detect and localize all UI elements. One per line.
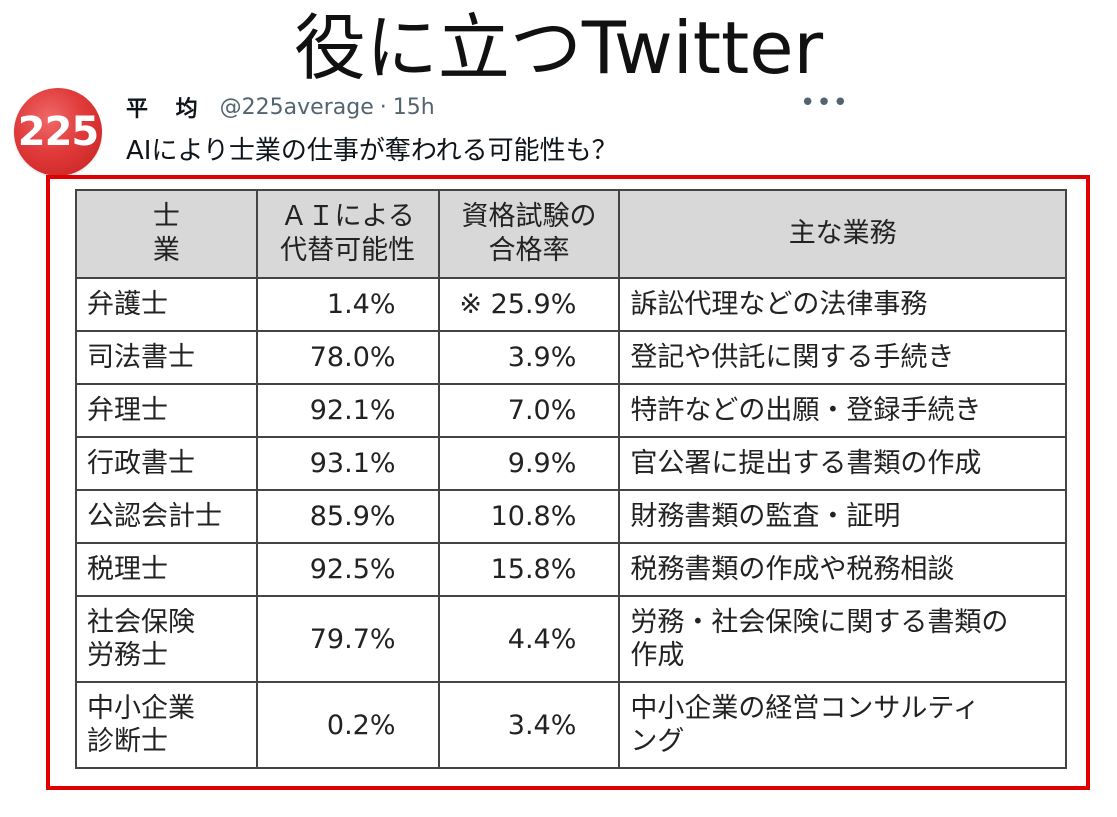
cell-occupation: 司法書士 xyxy=(75,330,258,385)
cell-duties: 特許などの出願・登録手続き xyxy=(618,383,1067,438)
tweet-header: 平 均 @225average · 15h xyxy=(126,92,435,123)
cell-duties: 財務書類の監査・証明 xyxy=(618,489,1067,544)
cell-ai-rate: 0.2% xyxy=(255,681,440,769)
tweet-timestamp[interactable]: 15h xyxy=(392,94,435,120)
table-row: 行政書士 93.1% 9.9% 官公署に提出する書類の作成 xyxy=(75,436,1067,491)
cell-ai-rate: 92.1% xyxy=(255,383,440,438)
table-row: 弁理士 92.1% 7.0% 特許などの出願・登録手続き xyxy=(75,383,1067,438)
more-options-icon[interactable]: ••• xyxy=(800,88,850,118)
avatar[interactable]: 225 xyxy=(14,88,102,176)
cell-ai-rate: 93.1% xyxy=(255,436,440,491)
cell-duties: 官公署に提出する書類の作成 xyxy=(618,436,1067,491)
cell-duties: 中小企業の経営コンサルティ ング xyxy=(618,681,1067,769)
table-row: 税理士 92.5% 15.8% 税務書類の作成や税務相談 xyxy=(75,542,1067,597)
cell-occupation: 弁護士 xyxy=(75,277,258,332)
cell-duties: 労務・社会保険に関する書類の 作成 xyxy=(618,595,1067,683)
table-row: 弁護士 1.4% ※ 25.9% 訴訟代理などの法律事務 xyxy=(75,277,1067,332)
cell-pass-rate: ※ 25.9% xyxy=(437,277,621,332)
cell-pass-rate: 3.9% xyxy=(437,330,621,385)
column-header-ai-substitution: ＡＩによる 代替可能性 xyxy=(255,189,440,279)
tweet-text: AIにより士業の仕事が奪われる可能性も？ xyxy=(126,136,618,166)
cell-ai-rate: 79.7% xyxy=(255,595,440,683)
cell-pass-rate: 10.8% xyxy=(437,489,621,544)
cell-ai-rate: 85.9% xyxy=(255,489,440,544)
cell-occupation: 公認会計士 xyxy=(75,489,258,544)
separator-dot: · xyxy=(379,94,387,120)
cell-ai-rate: 78.0% xyxy=(255,330,440,385)
cell-occupation: 税理士 xyxy=(75,542,258,597)
tweet-image-table[interactable]: 士 業 ＡＩによる 代替可能性 資格試験の 合格率 主な業務 弁護士 1.4% … xyxy=(75,189,1067,769)
column-header-occupation: 士 業 xyxy=(75,189,258,279)
cell-occupation: 社会保険 労務士 xyxy=(75,595,258,683)
cell-duties: 税務書類の作成や税務相談 xyxy=(618,542,1067,597)
cell-pass-rate: 3.4% xyxy=(437,681,621,769)
cell-duties: 登記や供託に関する手続き xyxy=(618,330,1067,385)
cell-occupation: 弁理士 xyxy=(75,383,258,438)
cell-duties: 訴訟代理などの法律事務 xyxy=(618,277,1067,332)
cell-pass-rate: 4.4% xyxy=(437,595,621,683)
cell-occupation: 中小企業 診断士 xyxy=(75,681,258,769)
cell-occupation: 行政書士 xyxy=(75,436,258,491)
column-header-pass-rate: 資格試験の 合格率 xyxy=(437,189,621,279)
table-row: 中小企業 診断士 0.2% 3.4% 中小企業の経営コンサルティ ング xyxy=(75,681,1067,769)
table-header-row: 士 業 ＡＩによる 代替可能性 資格試験の 合格率 主な業務 xyxy=(75,189,1067,279)
table-row: 司法書士 78.0% 3.9% 登記や供託に関する手続き xyxy=(75,330,1067,385)
cell-ai-rate: 1.4% xyxy=(255,277,440,332)
table-row: 社会保険 労務士 79.7% 4.4% 労務・社会保険に関する書類の 作成 xyxy=(75,595,1067,683)
page-title: 役に立つTwitter xyxy=(293,6,824,90)
display-name[interactable]: 平 均 xyxy=(126,97,208,122)
column-header-main-duties: 主な業務 xyxy=(618,189,1067,279)
cell-pass-rate: 15.8% xyxy=(437,542,621,597)
cell-pass-rate: 9.9% xyxy=(437,436,621,491)
table-row: 公認会計士 85.9% 10.8% 財務書類の監査・証明 xyxy=(75,489,1067,544)
cell-pass-rate: 7.0% xyxy=(437,383,621,438)
cell-ai-rate: 92.5% xyxy=(255,542,440,597)
user-handle[interactable]: @225average xyxy=(219,94,374,120)
